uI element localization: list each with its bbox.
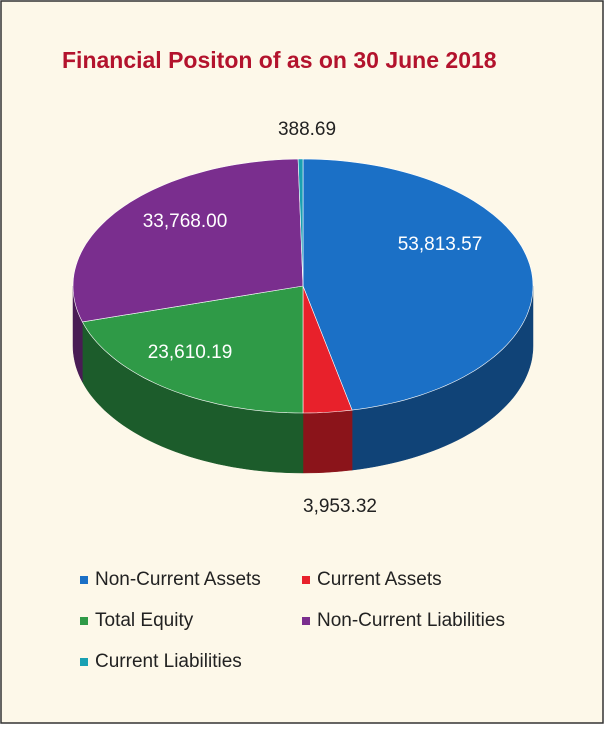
legend-swatch (302, 576, 310, 584)
chart-title: Financial Positon of as on 30 June 2018 (62, 47, 497, 73)
slice (302, 285, 353, 414)
value-label: 33,768.00 (143, 211, 228, 232)
legend-label: Total Equity (95, 610, 194, 631)
value-label: 3,953.32 (303, 496, 377, 517)
value-label: 23,610.19 (148, 342, 233, 363)
legend-label: Non-Current Liabilities (317, 610, 505, 631)
legend-swatch (80, 617, 88, 625)
slice (302, 158, 534, 411)
legend-label: Non-Current Assets (95, 569, 261, 590)
legend-swatch (302, 617, 310, 625)
value-label: 388.69 (278, 119, 336, 140)
legend-swatch (80, 576, 88, 584)
value-label: 53,813.57 (398, 234, 483, 255)
slice-side (302, 409, 353, 474)
legend-swatch (80, 658, 88, 666)
slice (297, 158, 304, 287)
legend-label: Current Assets (317, 569, 442, 590)
slice (81, 285, 304, 414)
slice (72, 158, 304, 323)
legend-label: Current Liabilities (95, 651, 242, 672)
